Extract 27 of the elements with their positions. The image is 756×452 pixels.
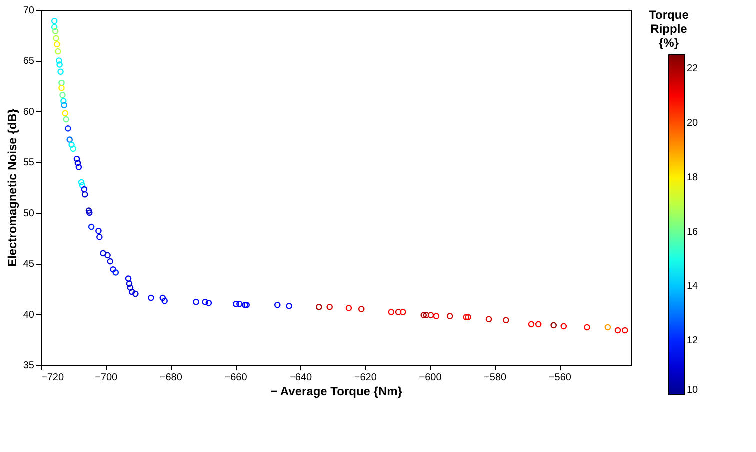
color-bar-label: 14 xyxy=(687,281,699,292)
color-bar-label: 20 xyxy=(687,118,699,129)
x-tick-label: −560 xyxy=(548,372,572,384)
x-tick-label: −680 xyxy=(160,372,183,384)
x-tick-label: −640 xyxy=(290,372,313,384)
x-tick-label: −620 xyxy=(354,372,378,384)
y-tick-label: 40 xyxy=(23,310,35,321)
y-tick-label: 55 xyxy=(23,158,35,169)
y-tick-label: 65 xyxy=(23,56,35,68)
color-bar-label: 12 xyxy=(687,336,699,347)
color-bar-label: 16 xyxy=(687,226,699,238)
x-tick-label: −580 xyxy=(484,372,508,384)
legend-title: Torque Ripple {%} xyxy=(649,8,690,50)
y-tick-label: 50 xyxy=(23,208,35,220)
x-tick-label: −600 xyxy=(419,372,442,384)
y-tick-label: 70 xyxy=(23,6,35,16)
x-axis-title: − Average Torque {Nm} xyxy=(270,384,403,398)
y-axis-title: Electromagnetic Noise {dB} xyxy=(5,108,20,268)
x-tick-label: −700 xyxy=(95,372,118,384)
x-tick-label: −660 xyxy=(224,372,248,384)
y-tick-label: 45 xyxy=(23,259,35,270)
x-tick-label: −720 xyxy=(42,372,64,384)
color-bar-label: 18 xyxy=(687,172,699,184)
y-tick-label: 60 xyxy=(23,106,35,118)
color-bar-label: 22 xyxy=(687,64,699,75)
y-tick-label: 35 xyxy=(23,360,35,372)
color-bar-label: 10 xyxy=(687,385,699,396)
